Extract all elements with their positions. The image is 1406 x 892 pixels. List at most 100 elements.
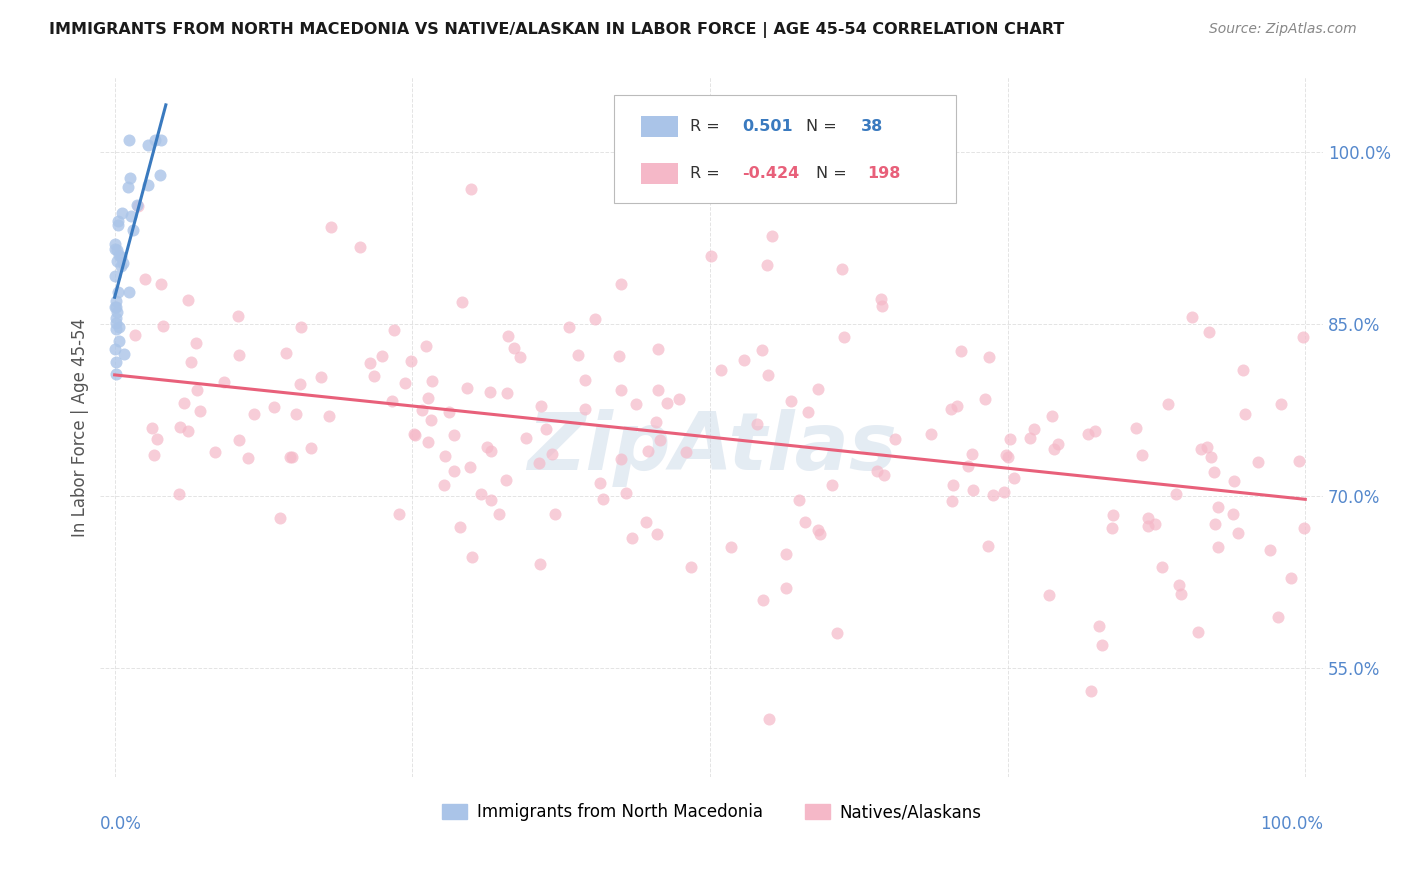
Text: 198: 198 — [868, 166, 900, 181]
Point — [610, 277, 633, 291]
Point — [939, 401, 962, 416]
Point — [108, 334, 131, 348]
Point — [107, 218, 129, 232]
Point — [411, 403, 433, 417]
Point — [274, 346, 297, 360]
Point — [756, 368, 779, 382]
Point — [1018, 431, 1040, 445]
Point — [710, 363, 733, 377]
Point — [1137, 511, 1160, 525]
Point — [415, 339, 437, 353]
Point — [1022, 422, 1045, 436]
Point — [1130, 448, 1153, 462]
Point — [1152, 560, 1174, 574]
Point — [105, 305, 128, 319]
Point — [349, 239, 371, 253]
Point — [228, 347, 250, 361]
Point — [105, 311, 128, 326]
Point — [451, 294, 474, 309]
Point — [1197, 440, 1219, 454]
Point — [1288, 454, 1310, 468]
Point — [228, 433, 250, 447]
Point — [1047, 437, 1070, 451]
Point — [318, 409, 340, 423]
Point — [449, 520, 471, 534]
Point — [1206, 540, 1229, 554]
Point — [180, 354, 202, 368]
Point — [299, 441, 322, 455]
Point — [418, 435, 440, 450]
Text: Source: ZipAtlas.com: Source: ZipAtlas.com — [1209, 22, 1357, 37]
Text: IMMIGRANTS FROM NORTH MACEDONIA VS NATIVE/ALASKAN IN LABOR FORCE | AGE 45-54 COR: IMMIGRANTS FROM NORTH MACEDONIA VS NATIV… — [49, 22, 1064, 38]
Point — [111, 206, 134, 220]
Point — [610, 451, 633, 466]
Text: ZipAtlas: ZipAtlas — [527, 409, 897, 487]
FancyBboxPatch shape — [614, 95, 956, 203]
Point — [1101, 521, 1123, 535]
Point — [108, 248, 131, 262]
Point — [290, 320, 312, 334]
Point — [1181, 310, 1204, 325]
Point — [962, 483, 984, 497]
Point — [290, 376, 312, 391]
Point — [1164, 487, 1187, 501]
Point — [134, 272, 156, 286]
Point — [1043, 442, 1066, 456]
Point — [437, 405, 460, 419]
Point — [1157, 396, 1180, 410]
Point — [634, 516, 657, 530]
Point — [104, 293, 127, 308]
Legend: Immigrants from North Macedonia, Natives/Alaskans: Immigrants from North Macedonia, Natives… — [436, 797, 988, 828]
Point — [479, 493, 502, 508]
Point — [530, 399, 553, 413]
Point — [821, 477, 844, 491]
Point — [950, 344, 973, 359]
Point — [977, 539, 1000, 553]
Point — [1040, 409, 1063, 424]
Text: R =: R = — [690, 166, 724, 181]
Point — [136, 178, 159, 192]
Point — [831, 261, 853, 276]
Point — [104, 242, 127, 256]
Point — [433, 449, 456, 463]
Point — [807, 523, 830, 537]
Point — [105, 300, 128, 314]
Point — [624, 397, 647, 411]
Point — [541, 447, 564, 461]
Point — [720, 540, 742, 554]
Point — [1227, 525, 1250, 540]
Point — [621, 531, 644, 545]
Point — [1168, 577, 1191, 591]
Point — [443, 428, 465, 442]
Point — [1189, 442, 1212, 456]
Point — [1091, 638, 1114, 652]
Point — [309, 370, 332, 384]
Point — [527, 457, 550, 471]
Point — [186, 336, 208, 351]
Point — [574, 373, 596, 387]
Point — [443, 464, 465, 478]
Point — [281, 450, 304, 464]
Point — [479, 444, 502, 458]
Point — [177, 293, 200, 308]
Point — [152, 319, 174, 334]
Point — [529, 557, 551, 571]
Point — [832, 330, 855, 344]
Point — [994, 449, 1017, 463]
Point — [141, 421, 163, 435]
Point — [920, 427, 942, 442]
Point — [173, 396, 195, 410]
Point — [420, 375, 443, 389]
Point — [866, 464, 889, 478]
Point — [1144, 517, 1167, 532]
Point — [942, 478, 965, 492]
Point — [112, 255, 135, 269]
Point — [1208, 500, 1230, 515]
Point — [647, 343, 669, 357]
Point — [614, 486, 637, 500]
Text: 0.0%: 0.0% — [100, 815, 142, 833]
Point — [592, 492, 614, 507]
Point — [993, 485, 1015, 500]
Point — [363, 369, 385, 384]
Point — [104, 300, 127, 314]
